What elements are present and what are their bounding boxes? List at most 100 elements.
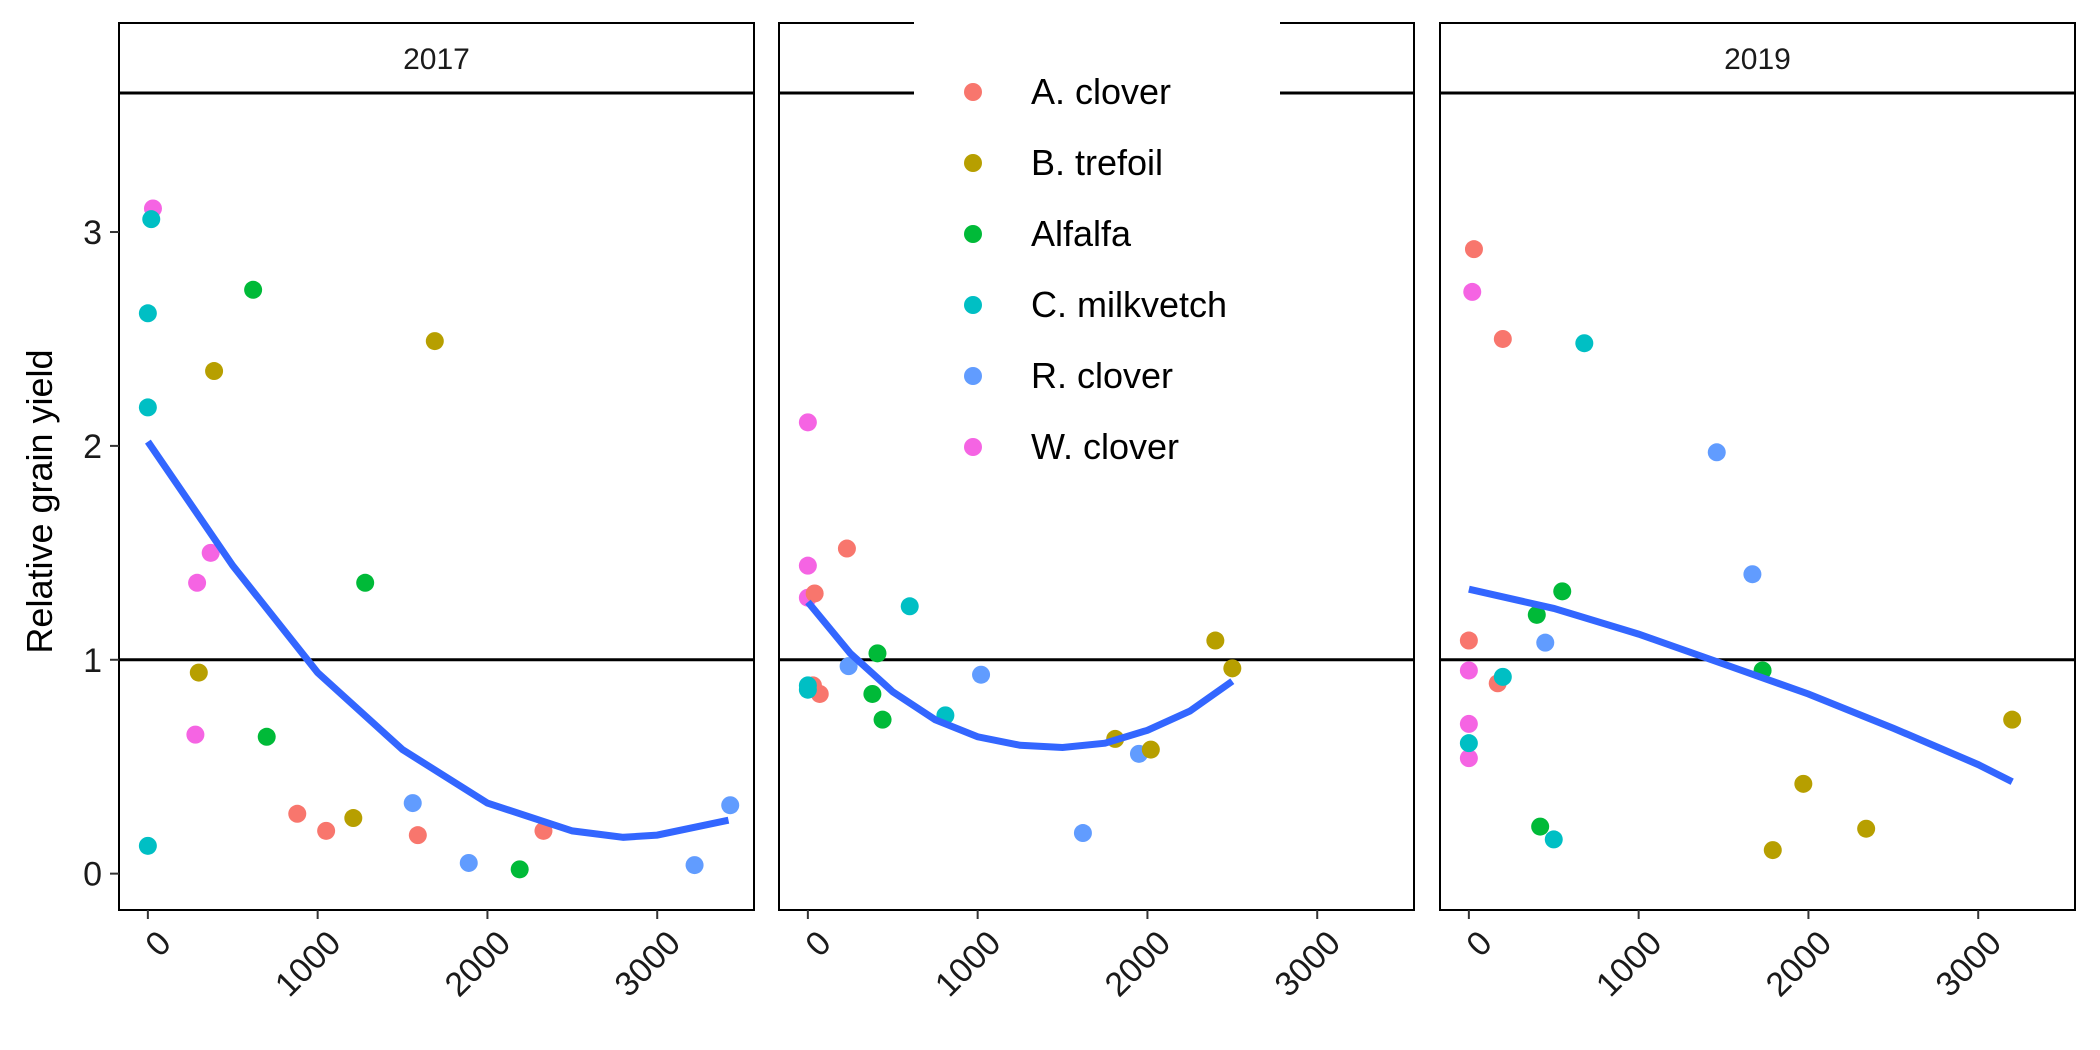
point-w-clover xyxy=(201,543,220,562)
x-tick-label: 1000 xyxy=(268,924,348,1004)
legend-key-r-clover xyxy=(964,367,982,385)
point-b-trefoil xyxy=(1857,819,1876,838)
fit-curve xyxy=(145,439,730,841)
x-tick-label: 0 xyxy=(138,924,178,964)
point-b-trefoil xyxy=(189,663,208,682)
point-r-clover xyxy=(403,794,422,813)
point-c-milkvetch xyxy=(900,597,919,616)
point-c-milkvetch xyxy=(138,836,157,855)
facet-strip xyxy=(1439,22,2076,94)
point-r-clover xyxy=(1743,565,1762,584)
point-a-clover xyxy=(408,826,427,845)
facet-strip-label: 2017 xyxy=(403,43,470,76)
point-b-trefoil xyxy=(1206,631,1225,650)
point-r-clover xyxy=(972,665,991,684)
panel-frame xyxy=(118,92,755,911)
point-r-clover xyxy=(839,657,858,676)
point-alfalfa xyxy=(863,684,882,703)
legend-label: R. clover xyxy=(1031,355,1173,396)
y-tick-label: 1 xyxy=(83,642,102,680)
point-w-clover xyxy=(1459,661,1478,680)
y-axis-title: Relative grain yield xyxy=(19,349,60,653)
y-tick-label: 3 xyxy=(83,214,102,252)
x-tick-label: 3000 xyxy=(607,924,687,1004)
legend-label: W. clover xyxy=(1031,426,1179,467)
point-c-milkvetch xyxy=(1493,667,1512,686)
y-tick-label: 0 xyxy=(83,856,102,894)
legend-key-c-milkvetch xyxy=(964,296,982,314)
point-alfalfa xyxy=(1553,582,1572,601)
point-r-clover xyxy=(721,796,740,815)
point-r-clover xyxy=(685,856,704,875)
point-a-clover xyxy=(317,821,336,840)
x-tick-label: 0 xyxy=(798,924,838,964)
point-alfalfa xyxy=(1527,605,1546,624)
legend: A. clover B. trefoil Alfalfa C. milkvetch R.… xyxy=(914,16,1280,476)
legend-label: A. clover xyxy=(1031,71,1171,112)
facet-strip-label: 2019 xyxy=(1724,43,1791,76)
point-a-clover xyxy=(1493,329,1512,348)
legend-label: C. milkvetch xyxy=(1031,284,1227,325)
x-tick-label: 2000 xyxy=(1759,924,1839,1004)
legend-label: B. trefoil xyxy=(1031,142,1163,183)
point-r-clover xyxy=(1536,633,1555,652)
legend-key-alfalfa xyxy=(964,225,982,243)
point-w-clover xyxy=(1459,749,1478,768)
point-alfalfa xyxy=(257,727,276,746)
point-b-trefoil xyxy=(2003,710,2022,729)
point-alfalfa xyxy=(510,860,529,879)
point-b-trefoil xyxy=(1223,659,1242,678)
point-c-milkvetch xyxy=(142,210,161,229)
point-w-clover xyxy=(186,725,205,744)
x-tick-label: 2000 xyxy=(1098,924,1178,1004)
point-w-clover xyxy=(188,573,207,592)
point-b-trefoil xyxy=(344,809,363,828)
facet-panel-3: 2019 0 1000 2000 3000 xyxy=(1439,22,2076,1004)
x-tick-label: 0 xyxy=(1459,924,1499,964)
y-tick-label: 2 xyxy=(83,428,102,466)
point-b-trefoil xyxy=(205,362,224,381)
point-alfalfa xyxy=(244,280,263,299)
point-b-trefoil xyxy=(425,332,444,351)
point-c-milkvetch xyxy=(1575,334,1594,353)
point-c-milkvetch xyxy=(138,304,157,323)
point-w-clover xyxy=(798,556,817,575)
point-r-clover xyxy=(1707,443,1726,462)
panel-frame xyxy=(1439,92,2076,911)
point-w-clover xyxy=(1459,714,1478,733)
point-c-milkvetch xyxy=(1544,830,1563,849)
point-c-milkvetch xyxy=(138,398,157,417)
point-b-trefoil xyxy=(1141,740,1160,759)
point-c-milkvetch xyxy=(798,680,817,699)
fit-curve xyxy=(1468,585,2014,785)
legend-key-w-clover xyxy=(964,438,982,456)
point-a-clover xyxy=(805,584,824,603)
x-tick-label: 3000 xyxy=(1928,924,2008,1004)
point-w-clover xyxy=(1463,282,1482,301)
point-w-clover xyxy=(798,413,817,432)
point-a-clover xyxy=(1464,240,1483,259)
point-b-trefoil xyxy=(1763,841,1782,860)
point-a-clover xyxy=(288,804,307,823)
point-a-clover xyxy=(837,539,856,558)
legend-label: Alfalfa xyxy=(1031,213,1132,254)
facet-panel-1: 2017 0 1000 2000 3000 xyxy=(118,22,755,1004)
point-c-milkvetch xyxy=(1459,734,1478,753)
x-tick-label: 3000 xyxy=(1267,924,1347,1004)
point-alfalfa xyxy=(873,710,892,729)
point-r-clover xyxy=(1073,824,1092,843)
point-a-clover xyxy=(1459,631,1478,650)
facet-strip xyxy=(118,22,755,94)
point-b-trefoil xyxy=(1794,774,1813,793)
legend-key-a-clover xyxy=(964,83,982,101)
point-r-clover xyxy=(459,853,478,872)
point-alfalfa xyxy=(1531,817,1550,836)
x-tick-label: 1000 xyxy=(928,924,1008,1004)
point-alfalfa xyxy=(868,644,887,663)
x-tick-label: 2000 xyxy=(438,924,518,1004)
point-alfalfa xyxy=(356,573,375,592)
x-tick-label: 1000 xyxy=(1589,924,1669,1004)
fit-curve xyxy=(805,599,1235,752)
y-axis: 0 1 2 3 Relative grain yield xyxy=(19,214,119,894)
